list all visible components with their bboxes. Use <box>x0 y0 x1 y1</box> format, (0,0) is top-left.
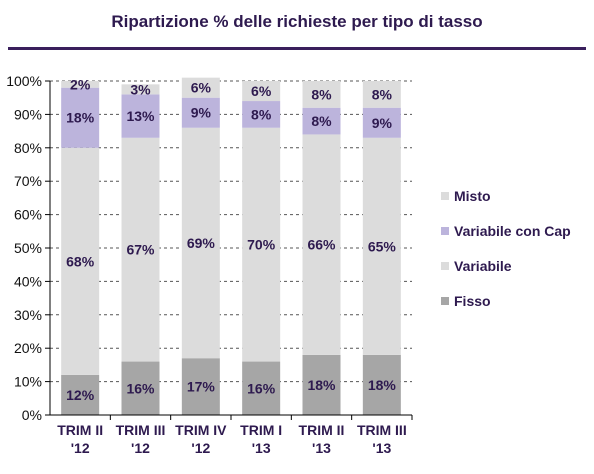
bar-segment-fisso <box>242 361 281 415</box>
data-label: 9% <box>191 105 212 121</box>
data-label: 16% <box>126 380 155 396</box>
y-tick-label: 40% <box>14 273 42 289</box>
bar-segment-fisso <box>121 361 160 415</box>
y-tick-label: 10% <box>14 374 42 390</box>
legend-swatch <box>441 297 449 305</box>
x-tick-label-year: '13 <box>252 440 271 456</box>
data-label: 67% <box>126 242 155 258</box>
y-tick-label: 90% <box>14 106 42 122</box>
x-tick-label-year: '13 <box>312 440 331 456</box>
data-label: 6% <box>251 83 272 99</box>
data-label: 18% <box>368 377 397 393</box>
bar-segment-misto <box>302 81 341 108</box>
y-tick-label: 60% <box>14 207 42 223</box>
x-tick-label-year: '13 <box>372 440 391 456</box>
data-label: 66% <box>307 237 336 253</box>
bar-segment-variabile <box>242 127 281 362</box>
x-tick-label: TRIM II <box>57 422 103 438</box>
bar-segment-fisso <box>61 374 100 415</box>
bars: 12% 68% 18% 2% 16% 67% 13% 3% 17% 69% 9% 6% 16% 70% 8%… <box>61 76 401 415</box>
x-tick-label: TRIM III <box>116 422 166 438</box>
x-tick-label-year: '12 <box>131 440 150 456</box>
x-tick-label: TRIM II <box>299 422 345 438</box>
gridlines <box>50 80 412 383</box>
bar-segment-variabile-con-cap <box>362 107 401 138</box>
y-tick-label: 20% <box>14 340 42 356</box>
legend: Misto Variabile con Cap Variabile Fisso <box>441 188 571 309</box>
bar-segment-misto <box>121 84 160 95</box>
legend-label: Misto <box>454 188 491 204</box>
legend-label: Fisso <box>454 293 491 309</box>
data-label: 65% <box>368 238 397 254</box>
data-label: 18% <box>307 377 336 393</box>
y-tick-label: 30% <box>14 307 42 323</box>
data-label: 8% <box>311 86 332 102</box>
x-tick-label-year: '12 <box>71 440 90 456</box>
bar-segment-fisso <box>362 354 401 415</box>
data-label: 70% <box>247 237 276 253</box>
bar-segment-variabile-con-cap <box>121 94 160 138</box>
legend-label: Variabile con Cap <box>454 223 571 239</box>
bar-segment-misto <box>61 81 100 88</box>
y-tick-label: 70% <box>14 173 42 189</box>
bar-segment-variabile-con-cap <box>61 87 100 148</box>
bar-segment-variabile-con-cap <box>181 97 220 128</box>
data-label: 9% <box>372 115 393 131</box>
data-label: 8% <box>311 113 332 129</box>
data-label: 8% <box>251 106 272 122</box>
x-tick-label: TRIM I <box>240 422 282 438</box>
chart-title: Ripartizione % delle richieste per tipo … <box>111 12 483 31</box>
bar-segment-variabile <box>302 134 341 355</box>
data-label: 13% <box>126 108 155 124</box>
x-axis: TRIM II '12 TRIM III '12 TRIM IV '12 TRIM I '13… <box>50 414 413 456</box>
bar-segment-fisso <box>302 354 341 415</box>
y-tick-label: 0% <box>22 407 42 423</box>
y-tick-label: 50% <box>14 240 42 256</box>
x-tick-label: TRIM III <box>357 422 407 438</box>
x-tick-label-year: '12 <box>191 440 210 456</box>
bar-segment-misto <box>362 81 401 108</box>
data-label: 17% <box>187 379 216 395</box>
data-label: 3% <box>130 81 151 97</box>
data-label: 68% <box>66 253 95 269</box>
legend-label: Variabile <box>454 258 512 274</box>
bar-segment-variabile-con-cap <box>302 107 341 135</box>
data-label: 6% <box>191 80 212 96</box>
legend-swatch <box>441 192 449 200</box>
bar-segment-misto <box>181 77 220 98</box>
legend-swatch <box>441 262 449 270</box>
bar-segment-variabile <box>121 137 160 362</box>
data-label: 16% <box>247 380 276 396</box>
bar-segment-fisso <box>181 358 220 415</box>
y-tick-label: 100% <box>6 73 42 89</box>
y-axis: 0% 10% 20% 30% 40% 50% 60% 70% 80% 90% 100% <box>6 73 51 423</box>
bar-segment-variabile <box>61 147 100 375</box>
title-divider <box>8 47 586 50</box>
data-label: 2% <box>70 76 91 92</box>
bar-segment-variabile <box>362 137 401 355</box>
bar-segment-misto <box>242 81 281 102</box>
x-tick-label: TRIM IV <box>175 422 227 438</box>
data-label: 18% <box>66 110 95 126</box>
bar-segment-variabile <box>181 127 220 359</box>
y-tick-label: 80% <box>14 140 42 156</box>
legend-swatch <box>441 227 449 235</box>
data-label: 8% <box>372 86 393 102</box>
bar-segment-variabile-con-cap <box>242 101 281 128</box>
data-label: 69% <box>187 235 216 251</box>
data-label: 12% <box>66 387 95 403</box>
